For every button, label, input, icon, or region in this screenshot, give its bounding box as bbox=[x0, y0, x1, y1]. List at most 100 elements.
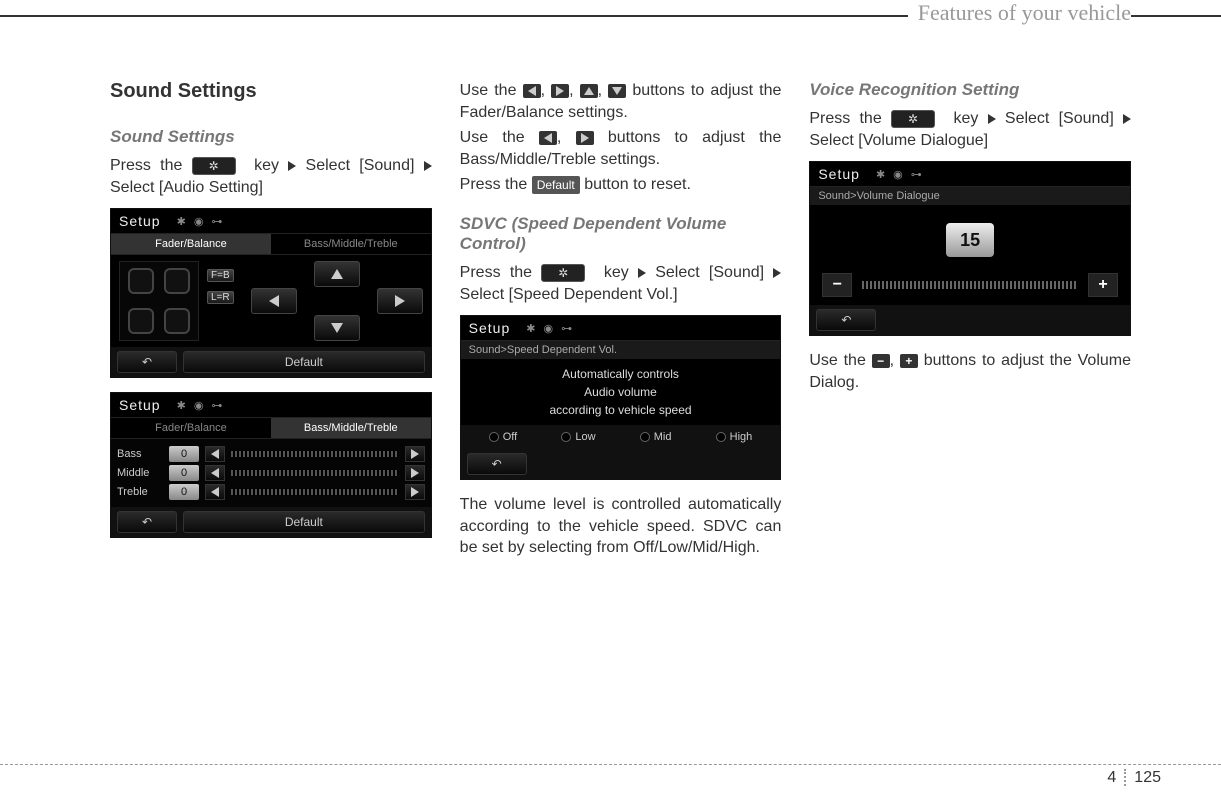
text: button to reset. bbox=[584, 176, 691, 193]
nav-instruction-audio: Press the ✲ key Select [Sound] Select [A… bbox=[110, 155, 432, 198]
text: Press the bbox=[110, 157, 192, 174]
column-1: Sound Settings Sound Settings Press the … bbox=[110, 80, 432, 563]
text: Press the bbox=[460, 264, 542, 281]
radio-high[interactable]: High bbox=[716, 431, 753, 443]
breadcrumb: Sound>Speed Dependent Vol. bbox=[461, 341, 781, 359]
tag-lr: L=R bbox=[207, 291, 234, 304]
increase-button[interactable] bbox=[405, 465, 425, 481]
default-button[interactable]: Default bbox=[183, 351, 425, 373]
eq-value: 0 bbox=[169, 484, 199, 500]
decrease-button[interactable] bbox=[205, 465, 225, 481]
screenshot-volume-dialogue: Setup ✱◉⊶ Sound>Volume Dialogue 15 − + ↶ bbox=[809, 161, 1131, 336]
text: Use the bbox=[460, 129, 539, 146]
text: Use the bbox=[460, 82, 523, 99]
radio-low[interactable]: Low bbox=[561, 431, 595, 443]
eq-label: Bass bbox=[117, 448, 163, 460]
page-number: 125 bbox=[1126, 769, 1161, 786]
text: Press the bbox=[809, 110, 891, 127]
text: key bbox=[953, 110, 978, 127]
volume-value: 15 bbox=[946, 223, 994, 257]
text: Audio volume bbox=[461, 383, 781, 401]
text: Press the bbox=[460, 176, 532, 193]
status-icons: ✱◉⊶ bbox=[173, 399, 227, 412]
radio-mid[interactable]: Mid bbox=[640, 431, 672, 443]
screen-title: Setup bbox=[119, 397, 161, 413]
eq-row-treble: Treble 0 bbox=[117, 484, 425, 500]
column-3: Voice Recognition Setting Press the ✲ ke… bbox=[809, 80, 1131, 563]
eq-meter bbox=[231, 451, 399, 457]
text: Select [Sound] bbox=[306, 157, 415, 174]
chevron-right-icon bbox=[773, 268, 781, 278]
chevron-right-icon bbox=[1123, 114, 1131, 124]
opt-label: Low bbox=[575, 431, 595, 443]
tab-fader-balance[interactable]: Fader/Balance bbox=[111, 234, 271, 255]
decrease-button[interactable] bbox=[205, 484, 225, 500]
text: Select [Audio Setting] bbox=[110, 179, 263, 196]
screen-title: Setup bbox=[119, 213, 161, 229]
back-button[interactable]: ↶ bbox=[117, 511, 177, 533]
fader-instruction: Use the , , , buttons to adjust the Fade… bbox=[460, 80, 782, 123]
tag-fb: F=B bbox=[207, 269, 234, 282]
eq-row-bass: Bass 0 bbox=[117, 446, 425, 462]
subheading-voice-recognition: Voice Recognition Setting bbox=[809, 80, 1131, 100]
left-arrow-icon bbox=[523, 84, 541, 98]
status-icons: ✱◉⊶ bbox=[522, 322, 576, 335]
eq-value: 0 bbox=[169, 446, 199, 462]
page-header: Features of your vehicle bbox=[908, 0, 1131, 26]
screenshot-sdvc: Setup ✱◉⊶ Sound>Speed Dependent Vol. Aut… bbox=[460, 315, 782, 480]
text: Automatically controls bbox=[461, 365, 781, 383]
right-arrow-icon bbox=[576, 131, 594, 145]
minus-button[interactable]: − bbox=[822, 273, 852, 297]
subheading-sound-settings: Sound Settings bbox=[110, 127, 432, 147]
heading-sound-settings: Sound Settings bbox=[110, 80, 432, 103]
page-footer: 4125 bbox=[1107, 769, 1161, 787]
arrow-right-button[interactable] bbox=[377, 288, 423, 314]
arrow-left-button[interactable] bbox=[251, 288, 297, 314]
plus-button[interactable]: + bbox=[1088, 273, 1118, 297]
back-button[interactable]: ↶ bbox=[117, 351, 177, 373]
eq-value: 0 bbox=[169, 465, 199, 481]
screen-title: Setup bbox=[818, 166, 860, 182]
content-columns: Sound Settings Sound Settings Press the … bbox=[110, 80, 1131, 563]
text: key bbox=[254, 157, 279, 174]
nav-instruction-sdvc: Press the ✲ key Select [Sound] Select [S… bbox=[460, 262, 782, 305]
opt-label: Off bbox=[503, 431, 517, 443]
status-icons: ✱◉⊶ bbox=[173, 215, 227, 228]
radio-off[interactable]: Off bbox=[489, 431, 517, 443]
increase-button[interactable] bbox=[405, 446, 425, 462]
volume-instruction: Use the −, + buttons to adjust the Volum… bbox=[809, 350, 1131, 393]
arrow-down-button[interactable] bbox=[314, 315, 360, 341]
breadcrumb: Sound>Volume Dialogue bbox=[810, 187, 1130, 205]
decrease-button[interactable] bbox=[205, 446, 225, 462]
opt-label: Mid bbox=[654, 431, 672, 443]
text: Use the bbox=[809, 352, 871, 369]
back-button[interactable]: ↶ bbox=[816, 309, 876, 331]
default-button[interactable]: Default bbox=[183, 511, 425, 533]
tab-bass-middle-treble[interactable]: Bass/Middle/Treble bbox=[271, 234, 431, 255]
down-arrow-icon bbox=[608, 84, 626, 98]
up-arrow-icon bbox=[580, 84, 598, 98]
sdvc-explanation: The volume level is controlled automatic… bbox=[460, 494, 782, 559]
eq-label: Middle bbox=[117, 467, 163, 479]
left-arrow-icon bbox=[539, 131, 557, 145]
chevron-right-icon bbox=[424, 161, 432, 171]
reset-instruction: Press the Default button to reset. bbox=[460, 174, 782, 196]
right-arrow-icon bbox=[551, 84, 569, 98]
tab-fader-balance[interactable]: Fader/Balance bbox=[111, 418, 271, 439]
text: Select [Speed Dependent Vol.] bbox=[460, 286, 678, 303]
text: Select [Volume Dialogue] bbox=[809, 132, 988, 149]
gear-key-icon: ✲ bbox=[192, 157, 236, 175]
volume-track[interactable] bbox=[862, 281, 1078, 289]
nav-instruction-voice: Press the ✲ key Select [Sound] Select [V… bbox=[809, 108, 1131, 151]
text: according to vehicle speed bbox=[461, 401, 781, 419]
tab-bass-middle-treble[interactable]: Bass/Middle/Treble bbox=[271, 418, 431, 439]
increase-button[interactable] bbox=[405, 484, 425, 500]
default-label: Default bbox=[532, 176, 580, 194]
back-button[interactable]: ↶ bbox=[467, 453, 527, 475]
gear-key-icon: ✲ bbox=[891, 110, 935, 128]
arrow-up-button[interactable] bbox=[314, 261, 360, 287]
eq-meter bbox=[231, 489, 399, 495]
seat-diagram bbox=[119, 261, 199, 341]
opt-label: High bbox=[730, 431, 753, 443]
eq-instruction: Use the , buttons to adjust the Bass/Mid… bbox=[460, 127, 782, 170]
